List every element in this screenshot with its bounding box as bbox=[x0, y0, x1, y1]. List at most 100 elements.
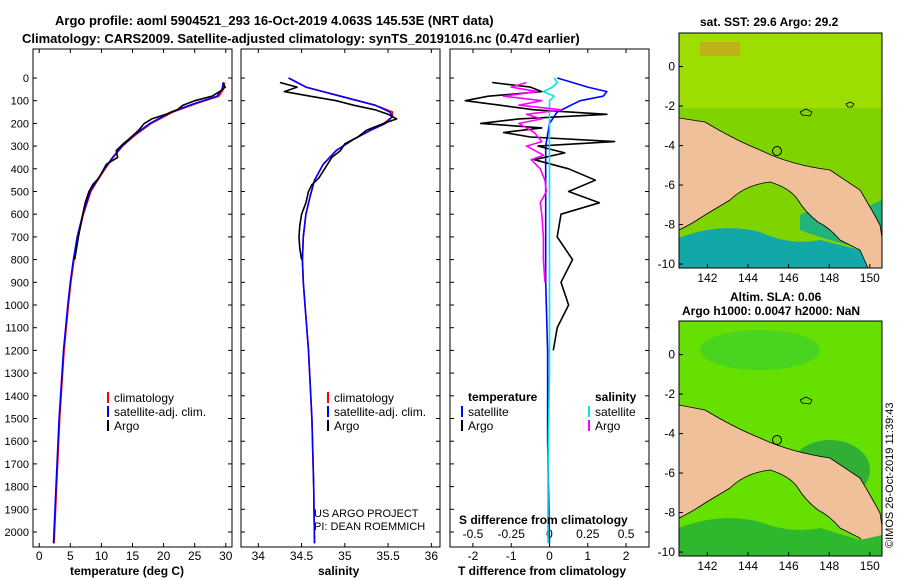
map-x-tick-label: 146 bbox=[779, 271, 799, 285]
x-tick-label: 20 bbox=[157, 549, 171, 563]
legend-t-argo-label: Argo bbox=[468, 419, 494, 433]
difference-xlabel: T difference from climatology bbox=[458, 564, 626, 578]
legend-argo-label: Argo bbox=[114, 419, 140, 433]
temperature-xlabel: temperature (deg C) bbox=[70, 564, 184, 578]
legend-temperature-title: temperature bbox=[468, 390, 538, 404]
salinity-xlabel: salinity bbox=[318, 564, 360, 578]
x-tick-label: 25 bbox=[188, 549, 202, 563]
map-x-tick-label: 144 bbox=[738, 559, 758, 573]
depth-tick-label: 1500 bbox=[5, 414, 29, 426]
salinity-panel: 34 34.5 35 35.5 36 salinity climatology sate… bbox=[241, 49, 440, 578]
map-y-tick-label: 0 bbox=[668, 60, 675, 74]
depth-tick-label: 400 bbox=[11, 164, 29, 176]
legend-s-argo-label: Argo bbox=[595, 419, 621, 433]
depth-tick-label: 1200 bbox=[5, 345, 29, 357]
x-tick-label: 5 bbox=[67, 549, 74, 563]
depth-tick-label: 1900 bbox=[5, 504, 29, 516]
x-top-tick-label: 0.5 bbox=[618, 527, 635, 541]
x-tick-label: 35 bbox=[338, 549, 352, 563]
legend-satellite-label: satellite-adj. clim. bbox=[334, 405, 426, 419]
map-y-tick-label: -4 bbox=[664, 427, 675, 441]
legend-climatology-label: climatology bbox=[334, 391, 394, 405]
x-tick-label: 0 bbox=[36, 549, 43, 563]
credit-project: US ARGO PROJECT bbox=[314, 508, 419, 520]
map-x-tick-label: 148 bbox=[819, 271, 839, 285]
x-tick-label: 2 bbox=[623, 549, 630, 563]
depth-tick-label: 1400 bbox=[5, 391, 29, 403]
sst-map: sat. SST: 29.6 Argo: 29.2 142 144 146 148 15… bbox=[658, 15, 882, 285]
map-y-tick-label: -8 bbox=[664, 218, 675, 232]
figure-title-line1: Argo profile: aoml 5904521_293 16-Oct-20… bbox=[55, 13, 494, 28]
difference-panel: -2 -1 0 1 2-0.5 -0.25 0 0.25 0.5 T difference fr… bbox=[450, 49, 649, 578]
x-tick-label: -1 bbox=[506, 549, 517, 563]
figure-title-line2: Climatology: CARS2009. Satellite-adjuste… bbox=[22, 31, 580, 46]
map-y-tick-label: -10 bbox=[658, 545, 676, 559]
depth-tick-label: 200 bbox=[11, 118, 29, 130]
depth-tick-label: 1000 bbox=[5, 300, 29, 312]
depth-tick-label: 0 bbox=[23, 73, 29, 85]
difference-xlabel-top: S difference from climatology bbox=[459, 513, 628, 527]
legend-salinity-title: salinity bbox=[595, 390, 637, 404]
map-y-tick-label: -2 bbox=[664, 99, 675, 113]
sla-map-title1: Altim. SLA: 0.06 bbox=[730, 290, 822, 304]
map-y-tick-label: -2 bbox=[664, 387, 675, 401]
credit-pi: PI: DEAN ROEMMICH bbox=[314, 521, 425, 533]
x-top-tick-label: 0.25 bbox=[576, 527, 600, 541]
x-tick-label: 0 bbox=[546, 549, 553, 563]
map-y-tick-label: -10 bbox=[658, 257, 676, 271]
map-x-tick-label: 142 bbox=[697, 271, 717, 285]
map-y-tick-label: -6 bbox=[664, 466, 675, 480]
map-x-tick-label: 148 bbox=[819, 559, 839, 573]
sst-map-title: sat. SST: 29.6 Argo: 29.2 bbox=[700, 15, 839, 29]
map-x-tick-label: 150 bbox=[860, 559, 880, 573]
x-tick-label: 10 bbox=[95, 549, 109, 563]
x-top-tick-label: -0.5 bbox=[463, 527, 484, 541]
map-y-tick-label: -4 bbox=[664, 139, 675, 153]
x-tick-label: 1 bbox=[584, 549, 591, 563]
depth-tick-label: 1300 bbox=[5, 368, 29, 380]
map-y-tick-label: -6 bbox=[664, 178, 675, 192]
x-tick-label: 34 bbox=[252, 549, 266, 563]
salinity-axes-frame bbox=[241, 49, 440, 547]
x-tick-label: 30 bbox=[219, 549, 233, 563]
depth-tick-label: 1600 bbox=[5, 436, 29, 448]
legend-t-satellite-label: satellite bbox=[468, 405, 509, 419]
legend-satellite-label: satellite-adj. clim. bbox=[114, 405, 206, 419]
map-x-tick-label: 146 bbox=[779, 559, 799, 573]
sla-map: Altim. SLA: 0.06 Argo h1000: 0.0047 h200… bbox=[658, 290, 882, 573]
imos-watermark: ©IMOS 26-Oct-2019 11:39:43 bbox=[884, 403, 896, 548]
depth-tick-label: 1100 bbox=[5, 323, 29, 335]
depth-tick-label: 600 bbox=[11, 209, 29, 221]
map-x-tick-label: 142 bbox=[697, 559, 717, 573]
x-top-tick-label: -0.25 bbox=[498, 527, 526, 541]
map-y-tick-label: 0 bbox=[668, 348, 675, 362]
sla-map-image bbox=[679, 321, 882, 556]
x-tick-label: 34.5 bbox=[290, 549, 314, 563]
x-tick-label: -2 bbox=[468, 549, 479, 563]
depth-tick-label: 800 bbox=[11, 255, 29, 267]
temperature-axes-frame bbox=[33, 49, 232, 547]
figure: Argo profile: aoml 5904521_293 16-Oct-20… bbox=[0, 0, 900, 580]
legend-climatology-label: climatology bbox=[114, 391, 174, 405]
map-x-tick-label: 144 bbox=[738, 271, 758, 285]
x-tick-label: 36 bbox=[425, 549, 439, 563]
sst-map-image bbox=[679, 33, 882, 268]
sla-map-title2: Argo h1000: 0.0047 h2000: NaN bbox=[682, 304, 860, 318]
depth-tick-label: 900 bbox=[11, 277, 29, 289]
map-x-tick-label: 150 bbox=[860, 271, 880, 285]
temperature-panel: 0 5 10 15 20 25 30 temperature (deg C) climato… bbox=[33, 49, 233, 578]
map-y-tick-label: -8 bbox=[664, 506, 675, 520]
depth-tick-label: 1700 bbox=[5, 459, 29, 471]
depth-tick-label: 300 bbox=[11, 141, 29, 153]
x-tick-label: 35.5 bbox=[376, 549, 400, 563]
x-tick-label: 15 bbox=[126, 549, 140, 563]
legend-argo-label: Argo bbox=[334, 419, 360, 433]
sst-warm-patch bbox=[700, 42, 740, 56]
depth-tick-label: 2000 bbox=[5, 527, 29, 539]
legend-s-satellite-label: satellite bbox=[595, 405, 636, 419]
depth-tick-label: 700 bbox=[11, 232, 29, 244]
sla-low-patch bbox=[700, 330, 820, 370]
depth-axis-labels: 0 100 200 300 400 500 600 700 800 900 1000 1100 1200… bbox=[5, 73, 29, 539]
depth-tick-label: 500 bbox=[11, 187, 29, 199]
depth-tick-label: 100 bbox=[11, 96, 29, 108]
